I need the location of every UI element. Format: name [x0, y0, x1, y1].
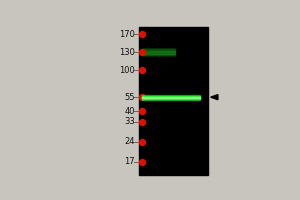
- Point: [139, 32, 144, 36]
- Text: 130: 130: [119, 48, 135, 57]
- Point: [139, 120, 144, 123]
- Point: [139, 160, 144, 163]
- Text: 170: 170: [119, 30, 135, 39]
- Point: [139, 96, 144, 99]
- Text: 55: 55: [124, 93, 135, 102]
- Bar: [142, 55, 175, 56]
- Bar: [142, 53, 175, 55]
- Text: 17: 17: [124, 157, 135, 166]
- Bar: [142, 49, 175, 52]
- Bar: [142, 97, 200, 98]
- Polygon shape: [211, 95, 218, 100]
- Bar: [142, 95, 200, 100]
- Point: [139, 69, 144, 72]
- Point: [139, 109, 144, 113]
- Text: 100: 100: [119, 66, 135, 75]
- Text: 33: 33: [124, 117, 135, 126]
- Point: [139, 51, 144, 54]
- Bar: [142, 48, 175, 50]
- Bar: [142, 51, 175, 54]
- Text: 40: 40: [124, 107, 135, 116]
- Bar: [142, 96, 200, 99]
- Bar: [139, 27, 208, 175]
- Point: [139, 140, 144, 143]
- Text: 24: 24: [124, 137, 135, 146]
